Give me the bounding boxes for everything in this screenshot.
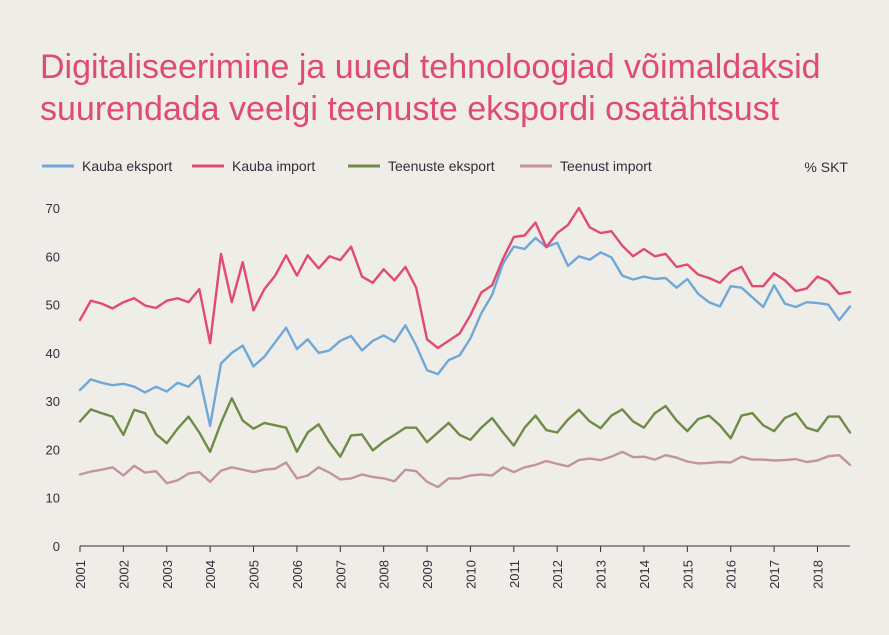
y-tick-label: 40: [46, 346, 60, 361]
x-tick-label: 2012: [550, 560, 565, 589]
series-line-teenust-import: [78, 450, 852, 489]
legend-label-2: Kauba import: [232, 158, 315, 174]
y-tick-label: 30: [46, 394, 60, 409]
x-tick-label: 2013: [594, 560, 609, 589]
series-layer: [78, 206, 852, 489]
legend-label-3: Teenuste eksport: [388, 158, 495, 174]
x-tick-label: 2001: [73, 560, 88, 589]
x-tick-label: 2011: [507, 560, 522, 588]
unit-label: % SKT: [804, 159, 848, 175]
x-tick-label: 2014: [637, 560, 652, 589]
x-tick-label: 2010: [463, 560, 478, 589]
legend-label-1: Kauba eksport: [82, 158, 172, 174]
y-tick-label: 50: [46, 298, 60, 313]
y-tick-label: 70: [46, 201, 60, 216]
x-tick-label: 2006: [290, 560, 305, 589]
x-tick-label: 2003: [160, 560, 175, 589]
series-line-kauba-eksport: [78, 236, 852, 427]
x-tick-label: 2002: [116, 560, 131, 589]
chart-title-line-2: suurendada veelgi teenuste ekspordi osat…: [40, 90, 780, 128]
series-line-teenuste-eksport: [78, 397, 852, 458]
chart-title: Digitaliseerimine ja uued tehnoloogiad v…: [40, 46, 870, 130]
series-line-kauba-import: [78, 206, 852, 350]
x-tick-label: 2009: [420, 560, 435, 589]
x-tick-label: 2007: [333, 560, 348, 589]
x-tick-label: 2005: [247, 560, 262, 589]
y-tick-label: 60: [46, 249, 60, 264]
axes: 0 10 20 30 40 50 60 70 2001 2002 2003 2004 2005 2006 2…: [46, 201, 850, 589]
x-tick-label: 2004: [203, 560, 218, 589]
legend: Kauba eksport Kauba import Teenuste ekspor…: [42, 158, 652, 174]
x-tick-label: 2016: [724, 560, 739, 589]
y-tick-label: 0: [53, 539, 60, 554]
x-tick-label: 2015: [680, 560, 695, 589]
x-tick-label: 2017: [767, 560, 782, 589]
y-tick-label: 20: [46, 442, 60, 457]
chart-title-line-1: Digitaliseerimine ja uued tehnoloogiad v…: [40, 48, 821, 86]
legend-label-4: Teenust import: [560, 158, 652, 174]
x-tick-label: 2018: [810, 560, 825, 589]
x-tick-label: 2008: [377, 560, 392, 589]
y-tick-label: 10: [46, 491, 60, 506]
